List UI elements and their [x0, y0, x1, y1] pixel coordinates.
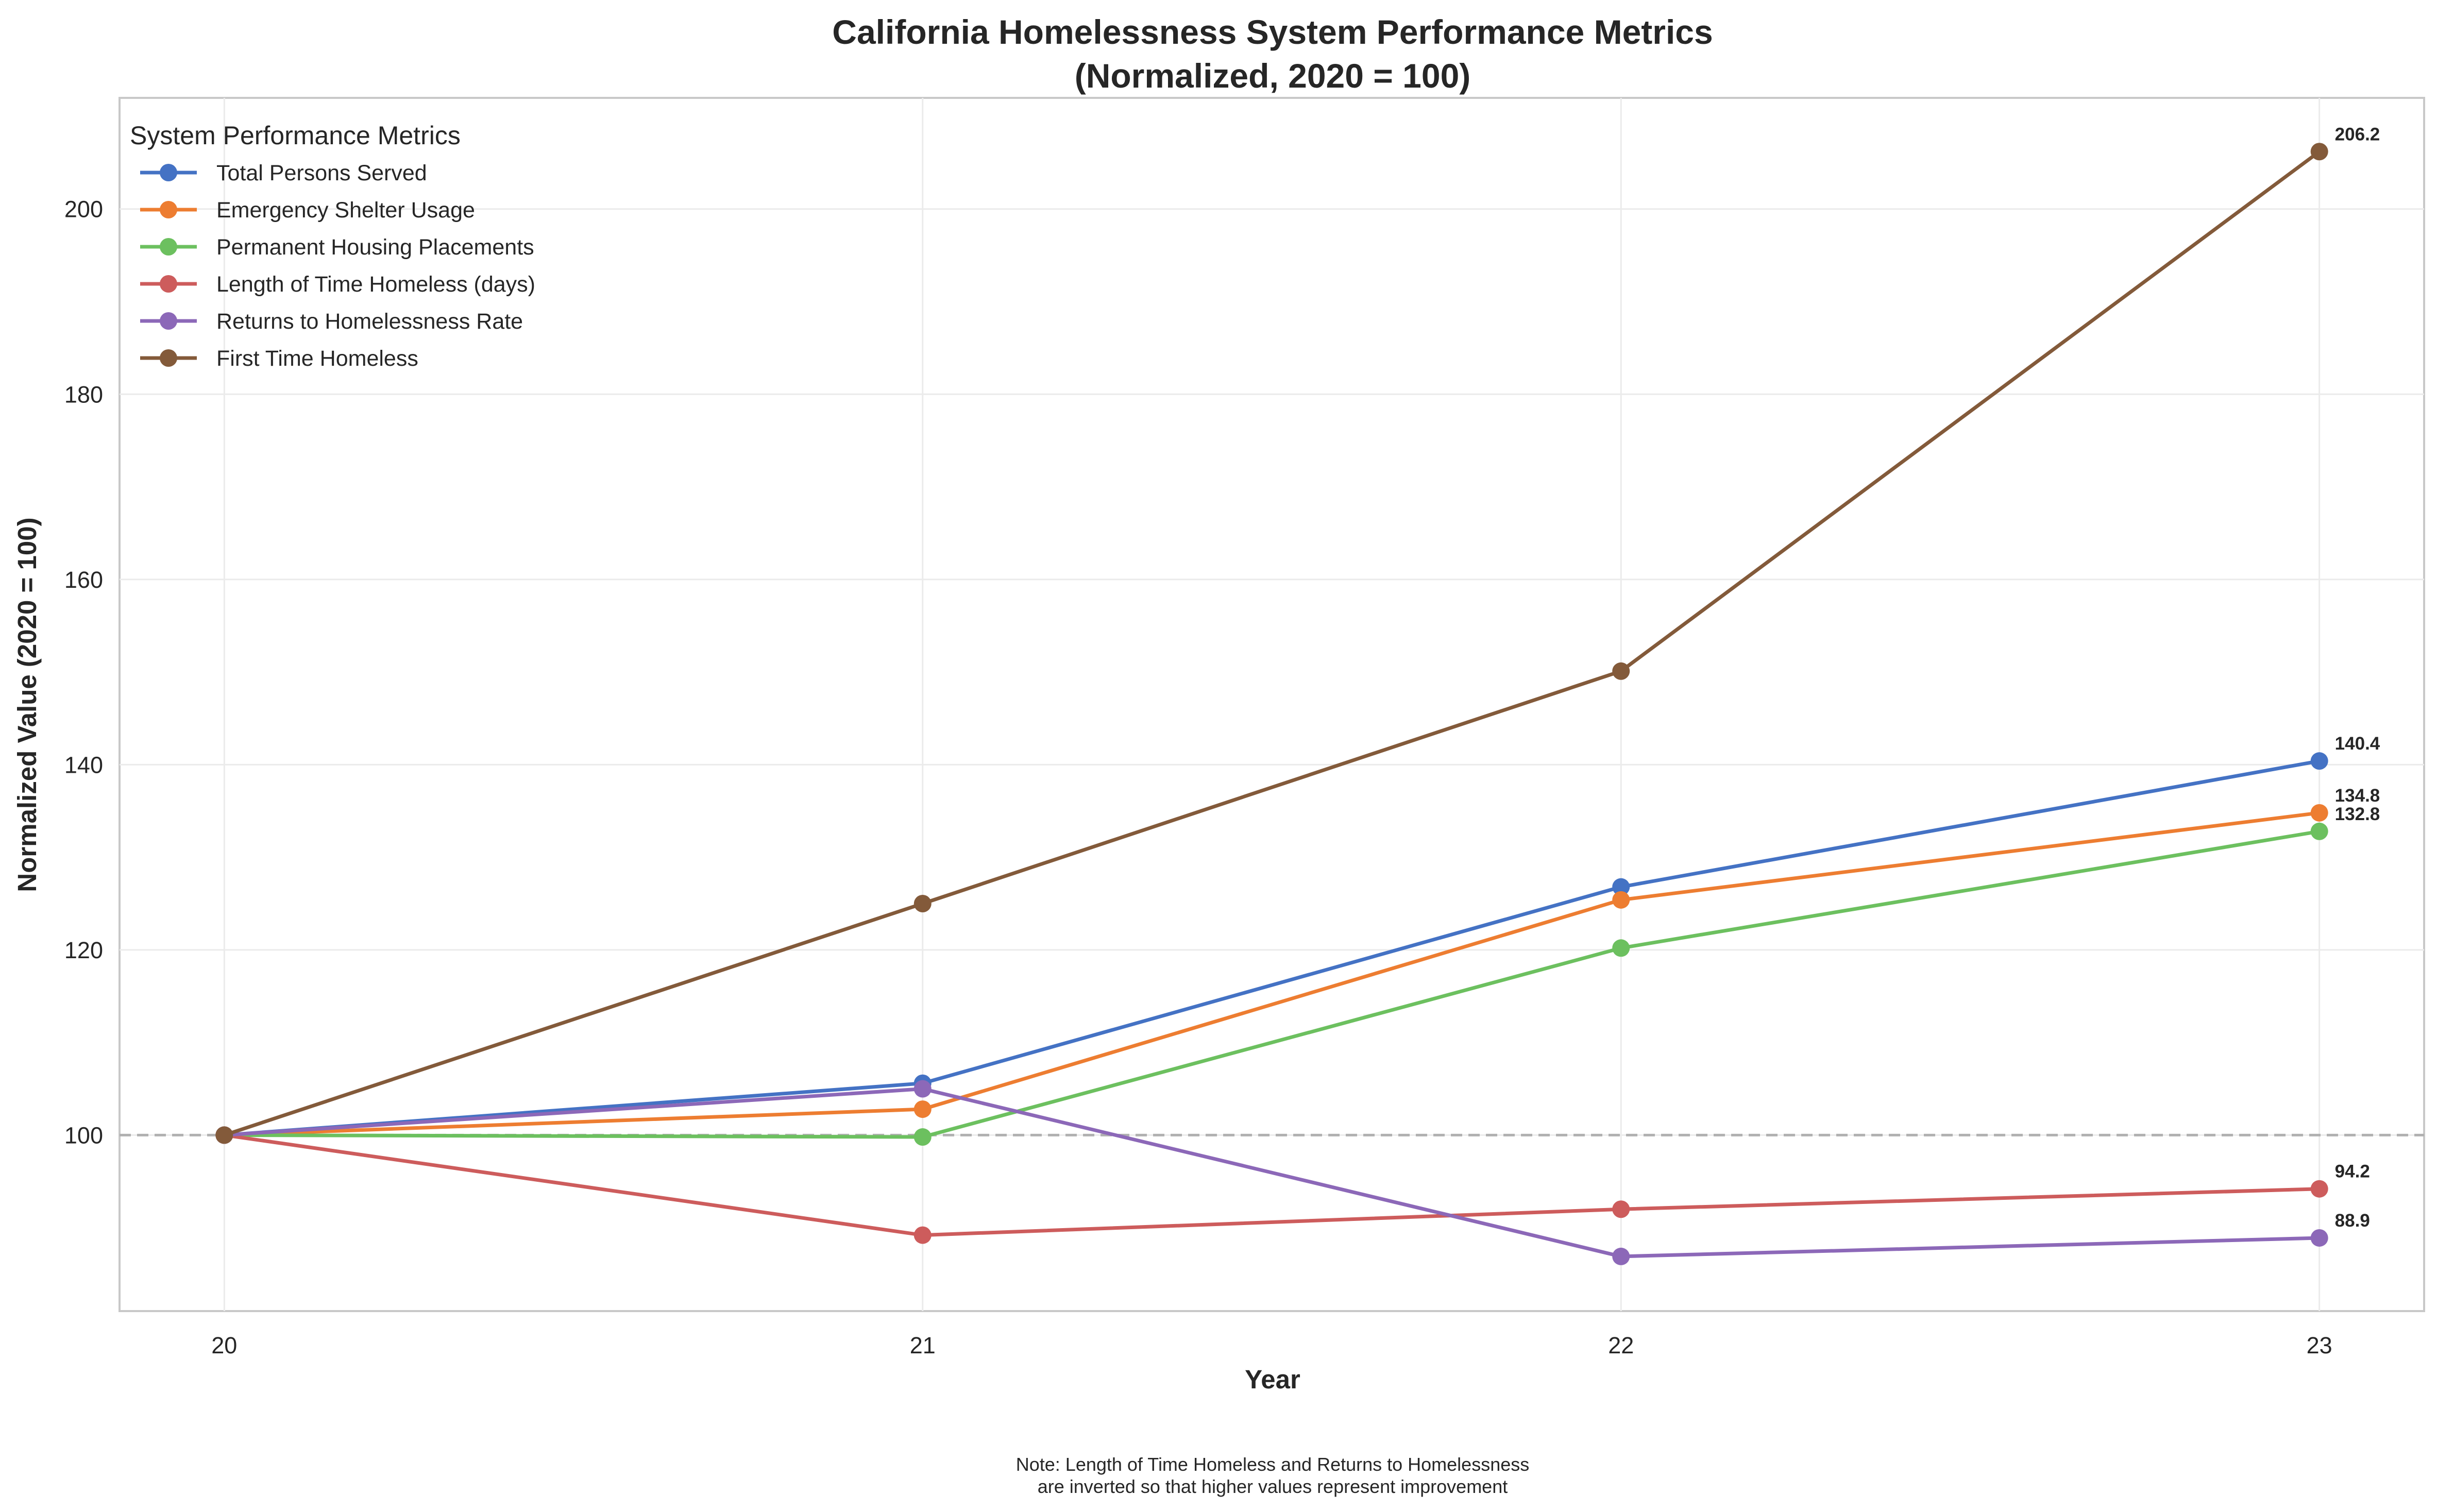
x-tick-label: 21 [910, 1332, 936, 1358]
y-tick-label: 180 [64, 381, 103, 407]
footnote-line-2: are inverted so that higher values repre… [1038, 1476, 1508, 1497]
data-point [2310, 143, 2328, 161]
legend-swatch-marker [160, 238, 177, 256]
series-line [224, 829, 2320, 1139]
series-line [224, 1133, 2320, 1237]
legend-title: System Performance Metrics [130, 121, 461, 150]
legend-item-2: Permanent Housing Placements [140, 235, 534, 260]
series-line [224, 759, 2320, 1137]
legend-item-4: Returns to Homelessness Rate [140, 309, 523, 334]
legend-label: Emergency Shelter Usage [216, 198, 475, 223]
data-point [2310, 1180, 2328, 1198]
x-tick-label: 22 [1608, 1332, 1634, 1358]
data-point [215, 1126, 233, 1144]
series-line [224, 150, 2321, 1137]
data-label: 206.2 [2335, 124, 2380, 144]
y-tick-label: 100 [64, 1122, 103, 1148]
y-tick-labels: 100 120 140 160 180 200 [64, 196, 103, 1149]
legend: System Performance Metrics Total Persons… [130, 121, 535, 371]
data-point [2310, 804, 2328, 822]
data-point [1612, 939, 1630, 957]
series-1: 134.8 [215, 786, 2380, 1144]
legend-swatch-marker [160, 349, 177, 367]
data-label: 94.2 [2335, 1162, 2370, 1182]
legend-label: Length of Time Homeless (days) [216, 272, 535, 297]
legend-item-3: Length of Time Homeless (days) [140, 272, 535, 297]
chart-title-line-1: California Homelessness System Performan… [832, 13, 1713, 51]
legend-item-5: First Time Homeless [140, 346, 418, 371]
data-point [1612, 878, 1630, 896]
y-tick-label: 120 [64, 937, 103, 963]
y-axis-label: Normalized Value (2020 = 100) [12, 517, 42, 892]
legend-item-1: Emergency Shelter Usage [140, 198, 475, 223]
series-5: 206.2 [215, 124, 2380, 1144]
x-tick-label: 20 [211, 1332, 237, 1358]
legend-label: Total Persons Served [216, 161, 427, 185]
data-label: 140.4 [2335, 734, 2380, 754]
legend-swatch-marker [160, 275, 177, 293]
series-line [224, 811, 2320, 1137]
data-point [913, 895, 932, 913]
legend-label: First Time Homeless [216, 346, 418, 371]
footnote: Note: Length of Time Homeless and Return… [1016, 1454, 1530, 1497]
legend-item-0: Total Persons Served [140, 161, 427, 185]
y-tick-label: 160 [64, 567, 103, 593]
data-point [913, 1128, 932, 1146]
plot-area [119, 97, 2425, 1312]
data-point [1612, 1200, 1630, 1218]
data-point [1612, 891, 1630, 909]
chart-title-line-2: (Normalized, 2020 = 100) [1075, 57, 1471, 95]
chart-title: California Homelessness System Performan… [832, 13, 1713, 95]
data-point [913, 1080, 932, 1098]
legend-label: Permanent Housing Placements [216, 235, 534, 260]
x-axis-label: Year [1245, 1365, 1300, 1394]
footnote-line-1: Note: Length of Time Homeless and Return… [1016, 1454, 1530, 1475]
y-tick-label: 140 [64, 752, 103, 778]
data-point [2310, 1229, 2328, 1247]
x-tick-label: 23 [2307, 1332, 2332, 1358]
data-point [2310, 822, 2328, 840]
series-3: 94.2 [215, 1126, 2370, 1244]
data-point [2310, 752, 2328, 770]
y-tick-label: 200 [64, 196, 103, 223]
data-point [913, 1226, 932, 1244]
data-label: 134.8 [2335, 786, 2380, 806]
data-point [1612, 662, 1630, 680]
data-label: 132.8 [2335, 804, 2380, 824]
legend-swatch-marker [160, 201, 177, 218]
x-tick-labels: 20 21 22 23 [211, 1332, 2332, 1358]
legend-label: Returns to Homelessness Rate [216, 309, 523, 334]
data-label: 88.9 [2335, 1211, 2370, 1231]
data-point [1612, 1247, 1630, 1265]
legend-swatch-marker [160, 312, 177, 330]
series-line [224, 1087, 2320, 1259]
data-point [913, 1100, 932, 1118]
legend-swatch-marker [160, 164, 177, 181]
